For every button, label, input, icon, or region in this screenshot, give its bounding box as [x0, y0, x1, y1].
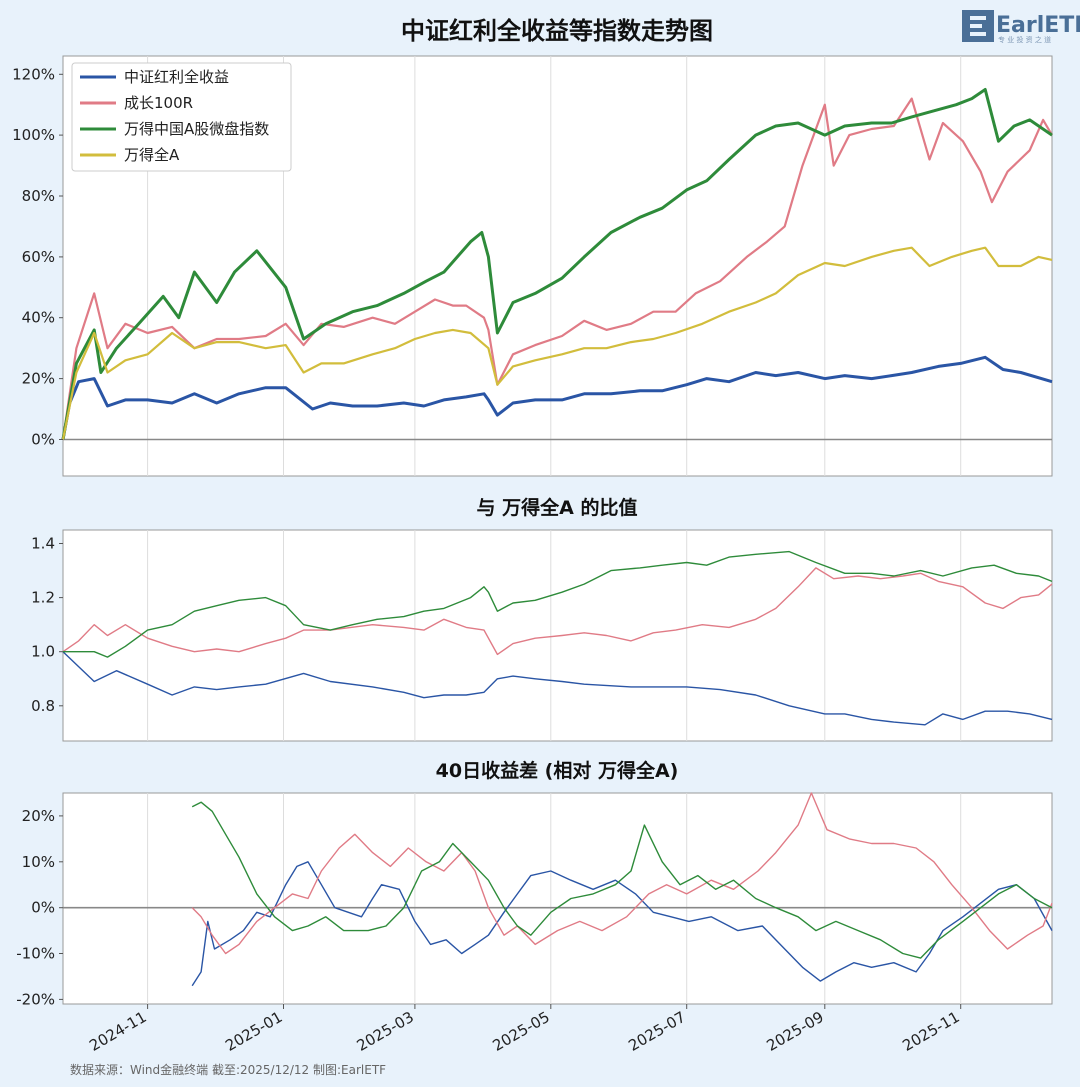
y-tick-label: 0% — [31, 899, 55, 917]
series-lines — [191, 792, 1053, 987]
x-tick-label: 2025-01 — [222, 1008, 285, 1055]
x-tick-label: 2025-07 — [625, 1008, 688, 1055]
series-line-micro — [63, 550, 1053, 658]
legend: 中证红利全收益 成长100R 万得中国A股微盘指数 万得全A — [71, 62, 292, 172]
y-tick-label: 20% — [22, 370, 55, 388]
y-tick-labels: -20% -10% 0% 10% 20% — [16, 807, 63, 1008]
y-tick-label: 120% — [12, 65, 55, 83]
panel-40d-spread: -20% -10% 0% 10% 20% — [16, 792, 1053, 1008]
y-tick-label: 40% — [22, 309, 55, 327]
series-line-micro — [61, 88, 1053, 440]
logo-subtitle: 专 业 投 资 之 道 — [998, 35, 1051, 44]
logo-mark-bar — [970, 16, 986, 20]
grid-lines — [147, 793, 962, 1004]
series-line-growth — [61, 97, 1053, 440]
plot-area — [62, 792, 1053, 1005]
series-line-dividend — [62, 651, 1053, 726]
x-tick-label: 2025-03 — [354, 1008, 417, 1055]
legend-label-dividend: 中证红利全收益 — [124, 68, 229, 86]
y-tick-label: 100% — [12, 126, 55, 144]
y-tick-label: 20% — [22, 807, 55, 825]
x-tick-labels: 2024-11 2025-01 2025-03 2025-05 2025-07 2025-… — [86, 1004, 963, 1055]
logo-mark-bar — [970, 24, 982, 28]
x-tick-label: 2024-11 — [86, 1008, 149, 1055]
series-line-growth — [62, 567, 1053, 656]
y-tick-labels: 0.8 1.0 1.2 1.4 — [31, 535, 63, 715]
y-tick-label: -20% — [16, 990, 55, 1008]
logo-text: EarlETF — [996, 13, 1080, 38]
y-tick-label: 0.8 — [31, 697, 55, 715]
legend-label-micro: 万得中国A股微盘指数 — [124, 120, 269, 138]
panel-ratio: 0.8 1.0 1.2 1.4 — [31, 529, 1053, 742]
x-tick-label: 2025-09 — [764, 1008, 827, 1055]
series-line-growth — [191, 792, 1053, 955]
legend-label-wind-all: 万得全A — [124, 146, 180, 164]
series-lines — [62, 550, 1053, 726]
chart-title: 中证红利全收益等指数走势图 — [401, 17, 713, 45]
series-line-micro — [191, 801, 1053, 959]
logo-mark-bar — [970, 32, 986, 36]
x-tick-label: 2025-05 — [490, 1008, 553, 1055]
panel-title-spread: 40日收益差 (相对 万得全A) — [436, 759, 679, 782]
data-source-note: 数据来源：Wind金融终端 截至:2025/12/12 制图:EarlETF — [70, 1062, 386, 1077]
series-line-dividend — [61, 355, 1053, 440]
y-tick-label: 1.2 — [31, 589, 55, 607]
y-tick-label: 80% — [22, 187, 55, 205]
legend-label-growth: 成长100R — [124, 94, 193, 112]
y-tick-label: 60% — [22, 248, 55, 266]
panel-title-ratio: 与 万得全A 的比值 — [477, 496, 638, 519]
y-tick-label: -10% — [16, 945, 55, 963]
y-tick-label: 1.0 — [31, 643, 55, 661]
y-tick-label: 10% — [22, 853, 55, 871]
series-line-dividend — [191, 861, 1053, 987]
legend-box — [71, 62, 292, 172]
series-lines — [61, 88, 1053, 440]
logo: EarlETF 专 业 投 资 之 道 — [962, 10, 1080, 44]
series-line-wind_all — [61, 246, 1053, 440]
y-tick-label: 1.4 — [31, 535, 55, 553]
x-tick-label: 2025-11 — [899, 1008, 962, 1055]
y-tick-label: 0% — [31, 431, 55, 449]
y-tick-labels: 0% 20% 40% 60% 80% 100% 120% — [12, 65, 63, 449]
